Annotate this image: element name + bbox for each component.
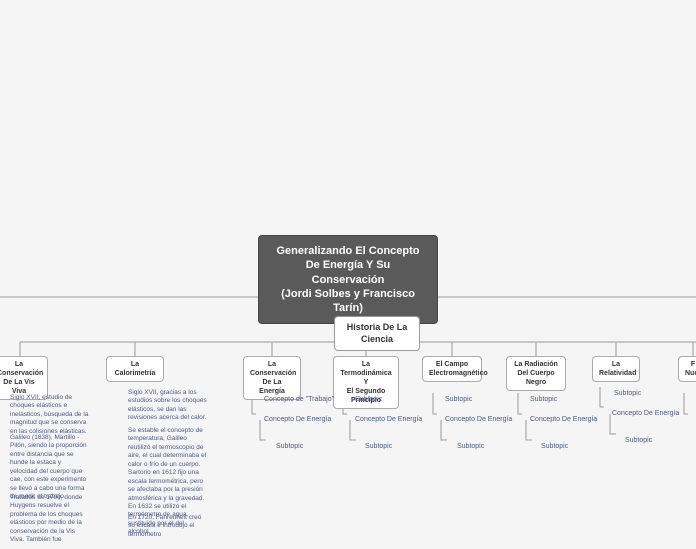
- subtopic-label: Concepto De Energía: [264, 416, 331, 423]
- subtopic-label: Subtopic: [530, 396, 557, 403]
- mindmap-canvas: Generalizando El Concepto De Energía Y S…: [0, 0, 696, 520]
- subtopic[interactable]: Subtopic: [606, 385, 649, 402]
- subtopic[interactable]: Subtopic: [268, 438, 311, 455]
- subtopic[interactable]: Subtopic: [449, 438, 492, 455]
- subtopic[interactable]: Concepto De Energía: [256, 411, 339, 428]
- text-block: Siglo XVII, gracias a los estudios sobre…: [120, 385, 215, 427]
- subtopic[interactable]: Subtopic: [617, 432, 660, 449]
- root-title-2: De Energía Y Su Conservación: [306, 259, 391, 285]
- root-title-1: Generalizando El Concepto: [276, 245, 419, 257]
- subtopic[interactable]: Co: [688, 411, 696, 428]
- node-label-2: Del Cuerpo Negro: [517, 370, 554, 386]
- root-title-3: (Jordi Solbes y Francisco Tarín): [281, 288, 415, 314]
- node-label-2: Electromagnético: [429, 370, 488, 377]
- subtopic-label: Subtopic: [365, 443, 392, 450]
- subtopic-label: Subtopic: [276, 443, 303, 450]
- text-content: Siglo XVII, gracias a los estudios sobre…: [128, 389, 207, 421]
- cuerpo-negro-node[interactable]: La Radiación Del Cuerpo Negro: [506, 356, 566, 391]
- subtopic-label: Subtopic: [625, 437, 652, 444]
- node-label: La Conservación: [250, 361, 296, 377]
- subtopic[interactable]: Subtopic: [522, 391, 565, 408]
- text-block: En 1720, Fahrenheit creó su escala e int…: [120, 510, 215, 543]
- subtopic-label: Subtopic: [457, 443, 484, 450]
- nuclear-node[interactable]: F Nucle: [678, 356, 696, 382]
- subtopic-label: Concepto De Energía: [445, 416, 512, 423]
- relatividad-node[interactable]: La Relatividad: [592, 356, 640, 382]
- text-content: Siglo XVII, estudio de choques elásticos…: [10, 394, 88, 435]
- subtopic[interactable]: Subtopic: [437, 391, 480, 408]
- node-label: La Termodinámica Y: [340, 361, 391, 386]
- subtopic-label: Subtopic: [541, 443, 568, 450]
- node-label: La Conservación: [0, 361, 43, 377]
- subtopic[interactable]: Concepto De Energía: [604, 405, 687, 422]
- subtopic-label: Concepto de "Trabajo": [264, 396, 334, 403]
- calorimetria-node[interactable]: La Calorimetría: [106, 356, 164, 382]
- text-content: Tratados de 1700, donde Huygens resuelve…: [10, 494, 83, 543]
- subtopic-label: Concepto De Energía: [355, 416, 422, 423]
- node-label: El Campo: [436, 361, 468, 368]
- electromagnetico-node[interactable]: El Campo Electromagnético: [422, 356, 482, 382]
- node-label: La Radiación: [514, 361, 558, 368]
- node-label: F: [691, 361, 695, 368]
- subtopic-label: Concepto De Energía: [612, 410, 679, 417]
- node-label: La Calorimetría: [115, 361, 156, 377]
- history-node[interactable]: Historia De La Ciencia: [334, 316, 420, 351]
- subtopic[interactable]: Subtopic: [533, 438, 576, 455]
- subtopic[interactable]: Subtopic: [357, 438, 400, 455]
- subtopic[interactable]: Subtopic: [347, 391, 390, 408]
- subtopic-label: Subtopic: [355, 396, 382, 403]
- subtopic-label: Subtopic: [614, 390, 641, 397]
- history-label: Historia De La Ciencia: [347, 322, 408, 344]
- subtopic-label: Concepto De Energía: [530, 416, 597, 423]
- node-label: La Relatividad: [599, 361, 636, 377]
- subtopic-label: Subtopic: [445, 396, 472, 403]
- node-label-2: Nucle: [685, 370, 696, 377]
- text-block: Tratados de 1700, donde Huygens resuelve…: [2, 490, 97, 549]
- subtopic[interactable]: Su: [688, 391, 696, 408]
- root-node[interactable]: Generalizando El Concepto De Energía Y S…: [258, 235, 438, 324]
- subtopic[interactable]: Concepto de "Trabajo": [256, 391, 342, 408]
- subtopic[interactable]: Concepto De Energía: [437, 411, 520, 428]
- subtopic[interactable]: Concepto De Energía: [522, 411, 605, 428]
- subtopic[interactable]: Concepto De Energía: [347, 411, 430, 428]
- text-content: En 1720, Fahrenheit creó su escala e int…: [128, 514, 201, 538]
